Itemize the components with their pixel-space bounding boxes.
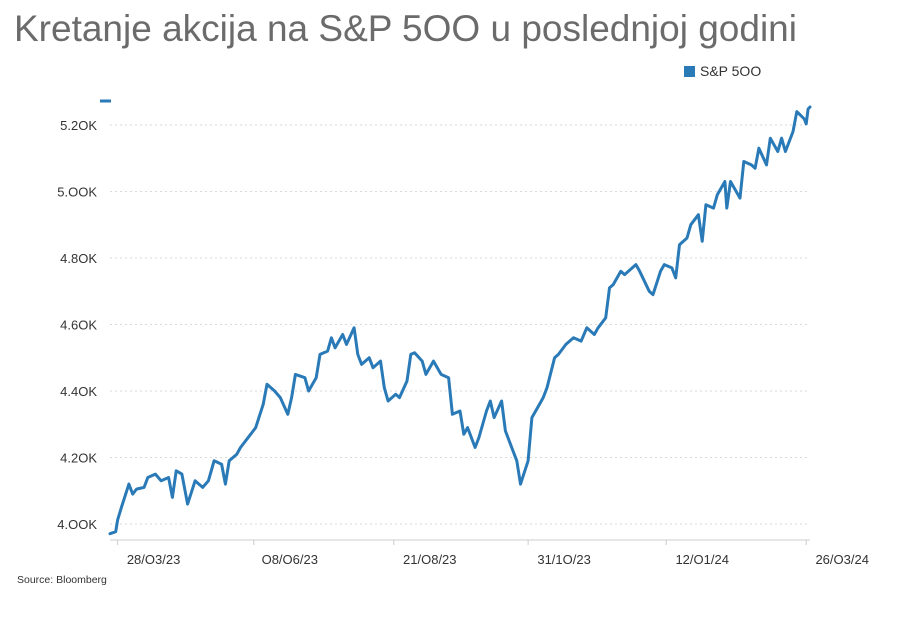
- y-tick-label: 4.6OK: [60, 317, 97, 332]
- y-tick-label: 5.OOK: [57, 184, 97, 199]
- y-tick-label: 4.4OK: [60, 384, 97, 399]
- x-tick-label: O8/O6/23: [262, 552, 318, 567]
- y-tick-label: 5.2OK: [60, 118, 97, 133]
- x-tick-label: 28/O3/23: [127, 552, 181, 567]
- x-tick-label: 21/O8/23: [403, 552, 457, 567]
- legend: S&P 5OO: [684, 63, 761, 79]
- x-tick-label: 26/O3/24: [815, 552, 869, 567]
- y-tick-label: 4.OOK: [57, 517, 97, 532]
- y-tick-label: 4.8OK: [60, 251, 97, 266]
- source-note: Source: Bloomberg: [17, 574, 107, 586]
- legend-label: S&P 5OO: [700, 63, 762, 79]
- x-tick-label: 12/O1/24: [675, 552, 729, 567]
- series-line-sp500: [108, 105, 812, 536]
- y-tick-label: 4.2OK: [60, 451, 97, 466]
- chart-title: Kretanje akcija na S&P 5OO u poslednjoj …: [14, 8, 797, 49]
- x-tick-label: 31/1O/23: [537, 552, 591, 567]
- legend-swatch: [684, 65, 695, 77]
